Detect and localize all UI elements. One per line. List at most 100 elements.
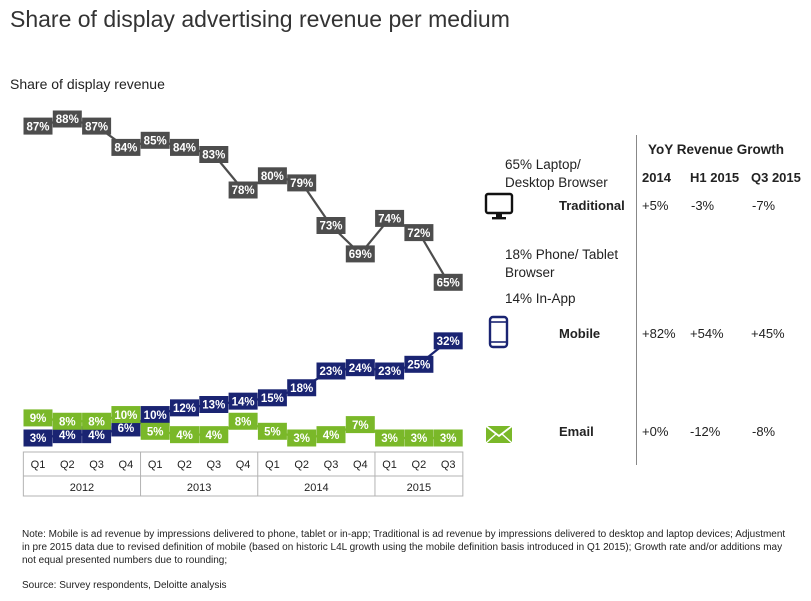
- data-label-traditional-3: 84%: [114, 143, 137, 155]
- data-label-traditional-7: 78%: [232, 185, 255, 197]
- data-label-bg-mobile-10: [316, 362, 346, 380]
- data-label-bg-traditional-14: [433, 273, 463, 291]
- data-label-email-4: 5%: [147, 427, 164, 439]
- data-label-mobile-8: 15%: [261, 393, 284, 405]
- year-label-2012: 2012: [70, 482, 94, 494]
- legend-mobile-line2: Browser: [505, 265, 555, 280]
- data-label-traditional-6: 83%: [202, 150, 225, 162]
- data-label-traditional-0: 87%: [26, 121, 49, 133]
- chart-subtitle: Share of display revenue: [10, 76, 165, 92]
- series-line-traditional: [37, 117, 450, 283]
- data-label-traditional-2: 87%: [85, 121, 108, 133]
- data-label-email-11: 7%: [352, 420, 369, 432]
- data-label-traditional-14: 65%: [437, 278, 460, 290]
- data-label-bg-traditional-2: [82, 117, 112, 135]
- data-label-mobile-2: 4%: [88, 430, 105, 442]
- x-tick-label-6: Q3: [206, 459, 221, 471]
- data-label-bg-traditional-7: [228, 181, 258, 199]
- data-label-bg-mobile-12: [375, 362, 405, 380]
- data-label-bg-mobile-2: [82, 426, 112, 444]
- data-label-email-5: 4%: [176, 430, 193, 442]
- x-tick-label-2: Q3: [89, 459, 104, 471]
- data-label-bg-mobile-7: [228, 392, 258, 410]
- legend-mobile: 18% Phone/ Tablet Browser 14% In-App: [505, 246, 618, 308]
- data-label-bg-mobile-13: [404, 355, 434, 373]
- data-label-bg-mobile-0: [23, 429, 53, 447]
- x-tick-label-9: Q2: [294, 459, 309, 471]
- data-label-mobile-14: 32%: [437, 336, 460, 348]
- data-label-email-3: 10%: [114, 410, 137, 422]
- row-label-traditional: Traditional: [559, 198, 625, 213]
- row-label-email: Email: [559, 424, 594, 439]
- data-label-bg-mobile-1: [52, 426, 82, 444]
- data-label-email-13: 3%: [411, 433, 428, 445]
- data-label-bg-email-10: [316, 426, 346, 444]
- yoy-header-q3-2015: Q3 2015: [751, 170, 801, 185]
- data-label-bg-mobile-14: [433, 332, 463, 350]
- data-label-mobile-9: 18%: [290, 383, 313, 395]
- yoy-header-h1-2015: H1 2015: [690, 170, 740, 185]
- yoy-mobile-h1-2015: +54%: [690, 326, 724, 341]
- data-label-traditional-1: 88%: [56, 114, 79, 126]
- x-tick-label-1: Q2: [60, 459, 75, 471]
- data-label-email-8: 5%: [264, 427, 281, 439]
- yoy-divider: [636, 135, 637, 465]
- data-label-bg-mobile-5: [170, 399, 199, 417]
- data-label-bg-traditional-11: [345, 245, 375, 263]
- yoy-email-q3-2015: -8%: [752, 424, 776, 439]
- data-label-bg-email-14: [433, 429, 463, 447]
- data-label-bg-email-5: [170, 426, 199, 444]
- data-label-email-2: 8%: [88, 416, 105, 428]
- data-label-email-14: 3%: [440, 433, 457, 445]
- data-label-bg-mobile-6: [199, 396, 229, 413]
- data-label-email-10: 4%: [323, 430, 340, 442]
- data-label-bg-mobile-9: [287, 379, 317, 397]
- data-label-bg-email-2: [82, 412, 112, 430]
- data-label-bg-traditional-1: [52, 110, 82, 128]
- data-label-mobile-10: 23%: [319, 366, 342, 378]
- data-label-bg-email-7: [228, 412, 258, 430]
- data-label-bg-email-6: [199, 426, 229, 444]
- data-label-mobile-5: 12%: [173, 403, 196, 415]
- data-label-bg-traditional-5: [170, 138, 199, 156]
- data-label-mobile-7: 14%: [232, 396, 255, 408]
- data-label-traditional-12: 74%: [378, 214, 401, 226]
- legend-mobile-line1: 18% Phone/ Tablet: [505, 247, 619, 262]
- x-tick-label-4: Q1: [148, 459, 163, 471]
- yoy-header-2014: 2014: [642, 170, 671, 185]
- data-label-bg-mobile-4: [140, 406, 170, 424]
- x-tick-label-12: Q1: [382, 459, 397, 471]
- data-label-traditional-4: 85%: [144, 136, 167, 148]
- data-label-bg-mobile-8: [257, 389, 287, 407]
- yoy-mobile-2014: +82%: [642, 326, 676, 341]
- data-label-traditional-5: 84%: [173, 143, 196, 155]
- legend-traditional-line2: Desktop Browser: [505, 175, 608, 190]
- data-label-bg-email-11: [345, 416, 375, 434]
- legend-mobile-line3: 14% In-App: [505, 291, 576, 306]
- data-label-bg-email-4: [140, 422, 170, 440]
- data-label-mobile-3: 6%: [118, 423, 135, 435]
- data-label-bg-traditional-0: [23, 117, 53, 135]
- chart-title: Share of display advertising revenue per…: [10, 6, 510, 32]
- year-label-2015: 2015: [407, 482, 431, 494]
- row-label-mobile: Mobile: [559, 326, 601, 341]
- yoy-mobile-q3-2015: +45%: [751, 326, 785, 341]
- data-label-mobile-0: 3%: [30, 433, 47, 445]
- footnote: Note: Mobile is ad revenue by impression…: [22, 529, 786, 566]
- data-label-email-7: 8%: [235, 416, 252, 428]
- data-label-email-1: 8%: [59, 416, 76, 428]
- data-label-mobile-11: 24%: [349, 363, 372, 375]
- data-label-email-9: 3%: [293, 433, 310, 445]
- envelope-icon: [485, 425, 513, 444]
- data-label-traditional-9: 79%: [290, 178, 313, 190]
- legend-traditional-line1: 65% Laptop/: [505, 157, 581, 172]
- yoy-traditional-q3-2015: -7%: [752, 198, 776, 213]
- data-label-bg-email-0: [23, 409, 53, 427]
- source-note: Source: Survey respondents, Deloitte ana…: [22, 580, 227, 591]
- data-label-bg-traditional-4: [140, 131, 170, 149]
- data-label-email-0: 9%: [30, 413, 47, 425]
- data-label-bg-traditional-9: [287, 174, 317, 192]
- phone-icon: [488, 315, 509, 349]
- data-label-bg-email-13: [404, 429, 434, 447]
